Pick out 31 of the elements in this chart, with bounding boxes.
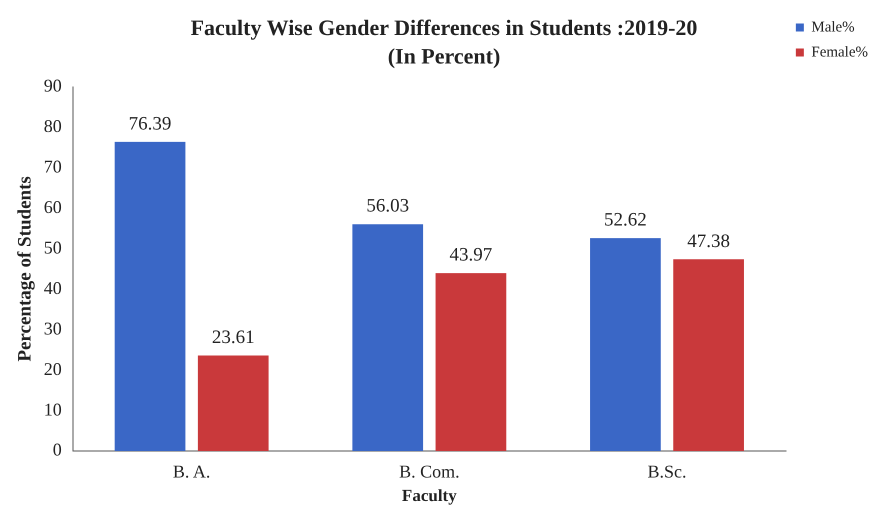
y-tick-label: 20: [44, 358, 62, 379]
data-label: 76.39: [128, 113, 172, 134]
y-tick-label: 40: [44, 278, 62, 298]
y-tick-label: 0: [52, 440, 62, 460]
y-tick-label: 70: [44, 156, 62, 176]
y-tick-label: 30: [44, 318, 62, 338]
bar: [198, 355, 269, 451]
y-tick-label: 60: [44, 196, 62, 217]
data-label: 43.97: [450, 244, 492, 266]
data-label: 23.61: [212, 326, 255, 348]
x-tick-label: B. A.: [172, 462, 210, 482]
bar: [590, 238, 661, 451]
x-tick-label: B.Sc.: [648, 462, 687, 482]
y-tick-label: 80: [44, 116, 62, 136]
data-label: 47.38: [687, 230, 730, 252]
y-axis-title: Percentage of Students: [14, 176, 36, 362]
x-axis-title: Faculty: [402, 486, 458, 506]
bar: [352, 224, 424, 451]
y-tick-label: 10: [44, 399, 62, 420]
data-label: 56.03: [366, 196, 410, 217]
legend-label: Female%: [811, 44, 868, 60]
bar: [673, 259, 744, 451]
x-tick-label: B. Com.: [399, 462, 460, 482]
y-tick-label: 90: [44, 76, 62, 96]
chart-subtitle: (In Percent): [388, 43, 500, 68]
data-label: 52.62: [604, 210, 647, 231]
chart-title: Faculty Wise Gender Differences in Students :2019-20: [190, 14, 698, 40]
bar: [114, 142, 186, 451]
y-tick-label: 50: [44, 237, 62, 258]
legend-label: Male%: [811, 19, 855, 36]
bar: [436, 273, 506, 451]
